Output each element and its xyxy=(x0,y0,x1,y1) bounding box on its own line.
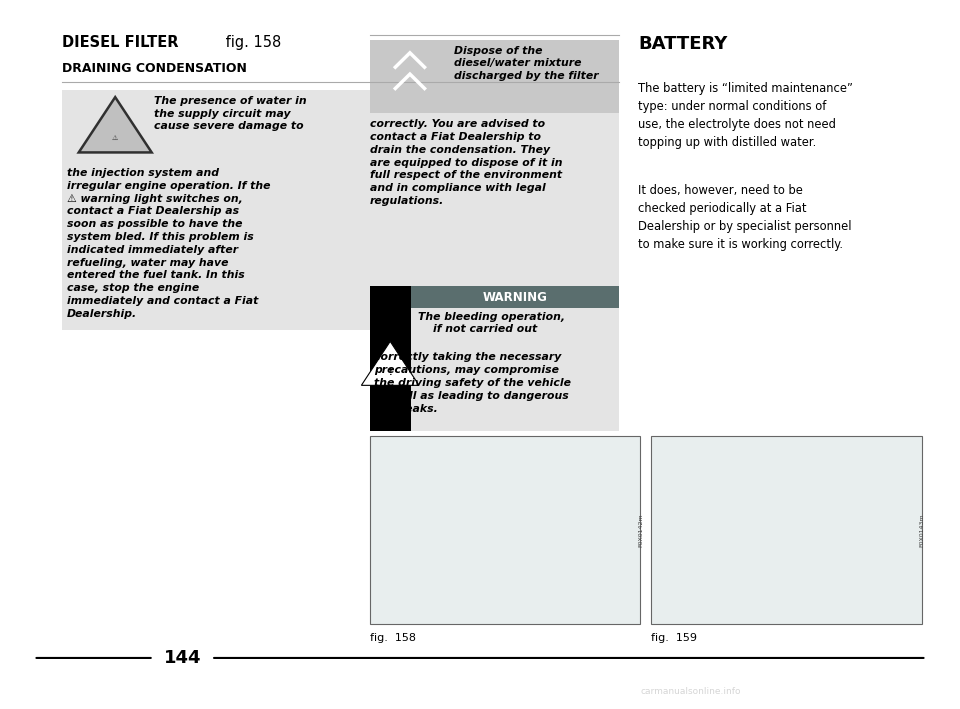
FancyBboxPatch shape xyxy=(370,286,619,431)
FancyBboxPatch shape xyxy=(370,286,411,431)
Text: correctly taking the necessary
precautions, may compromise
the driving safety of: correctly taking the necessary precautio… xyxy=(374,352,571,413)
Text: carmanualsonline.info: carmanualsonline.info xyxy=(641,687,741,696)
Text: correctly. You are advised to
contact a Fiat Dealership to
drain the condensatio: correctly. You are advised to contact a … xyxy=(370,119,563,206)
Text: fig.  159: fig. 159 xyxy=(651,633,697,643)
Polygon shape xyxy=(361,341,419,386)
Polygon shape xyxy=(79,97,152,152)
Text: fig. 158: fig. 158 xyxy=(221,35,281,50)
Text: The presence of water in
the supply circuit may
cause severe damage to: The presence of water in the supply circ… xyxy=(154,96,306,131)
Text: WARNING: WARNING xyxy=(483,291,547,303)
FancyBboxPatch shape xyxy=(411,286,619,308)
FancyBboxPatch shape xyxy=(370,40,619,113)
Text: The battery is “limited maintenance”
type: under normal conditions of
use, the e: The battery is “limited maintenance” typ… xyxy=(638,82,853,148)
Text: DIESEL FILTER: DIESEL FILTER xyxy=(62,35,179,50)
FancyBboxPatch shape xyxy=(370,436,639,624)
Text: fig.  158: fig. 158 xyxy=(370,633,416,643)
FancyBboxPatch shape xyxy=(62,90,619,330)
Text: F0X0142m: F0X0142m xyxy=(637,513,643,547)
Text: The bleeding operation,
    if not carried out: The bleeding operation, if not carried o… xyxy=(419,312,565,335)
Text: Dispose of the
diesel/water mixture
discharged by the filter: Dispose of the diesel/water mixture disc… xyxy=(454,46,599,81)
Text: DRAINING CONDENSATION: DRAINING CONDENSATION xyxy=(62,62,248,75)
Text: the injection system and
irregular engine operation. If the
⚠ warning light swit: the injection system and irregular engin… xyxy=(67,168,271,319)
Text: !: ! xyxy=(389,368,392,377)
Text: ⚠: ⚠ xyxy=(112,135,118,140)
Text: 144: 144 xyxy=(163,649,202,667)
Text: BATTERY: BATTERY xyxy=(638,35,728,53)
FancyBboxPatch shape xyxy=(651,436,922,624)
Text: F0X0143m: F0X0143m xyxy=(920,513,924,547)
Text: It does, however, need to be
checked periodically at a Fiat
Dealership or by spe: It does, however, need to be checked per… xyxy=(638,184,852,251)
